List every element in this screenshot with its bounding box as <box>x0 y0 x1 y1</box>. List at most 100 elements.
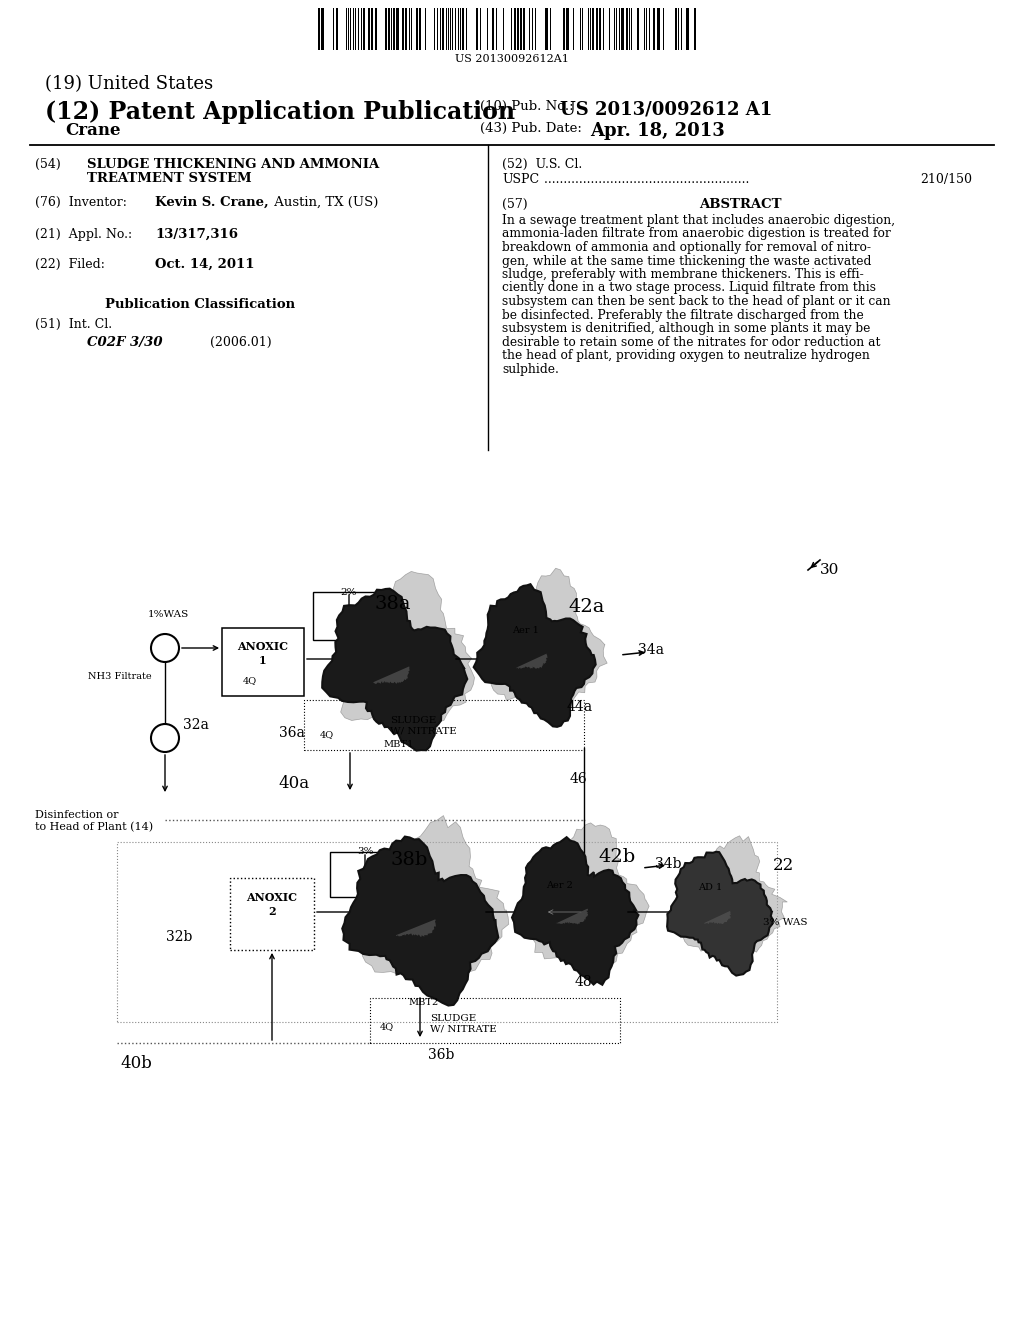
Text: subsystem can then be sent back to the head of plant or it can: subsystem can then be sent back to the h… <box>502 294 891 308</box>
Text: 44a: 44a <box>567 700 593 714</box>
Polygon shape <box>555 908 588 924</box>
Text: Crane: Crane <box>65 121 121 139</box>
Text: B: B <box>160 642 170 655</box>
Text: 4Q: 4Q <box>319 730 334 739</box>
Text: Oct. 14, 2011: Oct. 14, 2011 <box>155 257 255 271</box>
Text: (57): (57) <box>502 198 527 211</box>
Bar <box>545 8 548 50</box>
Text: 1: 1 <box>259 655 267 667</box>
Polygon shape <box>512 837 638 985</box>
Text: 34a: 34a <box>638 643 664 657</box>
Text: breakdown of ammonia and optionally for removal of nitro-: breakdown of ammonia and optionally for … <box>502 242 871 253</box>
Polygon shape <box>703 911 731 924</box>
Text: 13/317,316: 13/317,316 <box>155 228 238 242</box>
Text: 42b: 42b <box>598 847 635 866</box>
Text: W/ NITRATE: W/ NITRATE <box>430 1026 497 1034</box>
Text: (43) Pub. Date:: (43) Pub. Date: <box>480 121 582 135</box>
Bar <box>371 8 373 50</box>
Bar <box>385 8 387 50</box>
Text: US 2013/0092612 A1: US 2013/0092612 A1 <box>560 100 772 117</box>
Bar <box>393 8 395 50</box>
Text: ANOXIC: ANOXIC <box>238 642 289 652</box>
Bar <box>653 8 655 50</box>
Polygon shape <box>339 572 474 730</box>
Text: Aer 2: Aer 2 <box>547 880 573 890</box>
Text: (2006.01): (2006.01) <box>210 337 271 348</box>
Text: 3% WAS: 3% WAS <box>763 917 808 927</box>
Text: gen, while at the same time thickening the waste activated: gen, while at the same time thickening t… <box>502 255 871 268</box>
Text: 22: 22 <box>773 857 795 874</box>
Text: (21)  Appl. No.:: (21) Appl. No.: <box>35 228 132 242</box>
Bar <box>318 8 319 50</box>
Polygon shape <box>396 919 437 937</box>
Text: 38a: 38a <box>375 595 412 612</box>
Bar <box>492 8 494 50</box>
Bar <box>416 8 418 50</box>
Bar <box>476 8 478 50</box>
Text: Publication Classification: Publication Classification <box>104 298 295 312</box>
Bar <box>563 8 565 50</box>
Text: 2: 2 <box>268 906 275 917</box>
Bar <box>517 8 519 50</box>
Polygon shape <box>358 816 509 987</box>
Text: MBT2: MBT2 <box>408 998 438 1007</box>
Text: ammonia-laden filtrate from anaerobic digestion is treated for: ammonia-laden filtrate from anaerobic di… <box>502 227 891 240</box>
Text: be disinfected. Preferably the filtrate discharged from the: be disinfected. Preferably the filtrate … <box>502 309 864 322</box>
Text: SLUDGE: SLUDGE <box>390 715 436 725</box>
Text: 40a: 40a <box>278 775 309 792</box>
Bar <box>657 8 660 50</box>
Polygon shape <box>532 822 649 965</box>
Text: (22)  Filed:: (22) Filed: <box>35 257 104 271</box>
Text: Apr. 18, 2013: Apr. 18, 2013 <box>590 121 725 140</box>
Bar <box>637 8 639 50</box>
Polygon shape <box>681 836 787 960</box>
Text: 42a: 42a <box>568 598 604 616</box>
Bar <box>675 8 677 50</box>
Text: 46: 46 <box>570 772 588 785</box>
Text: (12) Patent Application Publication: (12) Patent Application Publication <box>45 100 515 124</box>
Bar <box>406 8 407 50</box>
Text: 34b: 34b <box>655 857 682 871</box>
Bar <box>566 8 569 50</box>
Bar <box>520 8 522 50</box>
Text: ciently done in a two stage process. Liquid filtrate from this: ciently done in a two stage process. Liq… <box>502 281 876 294</box>
Text: Aer 1: Aer 1 <box>512 626 539 635</box>
Bar <box>514 8 516 50</box>
Bar <box>396 8 399 50</box>
Text: AD 1: AD 1 <box>698 883 722 892</box>
Bar <box>230 878 314 950</box>
Text: .....................................................: ........................................… <box>540 173 750 186</box>
Text: (19) United States: (19) United States <box>45 75 213 92</box>
Bar <box>442 8 444 50</box>
Bar <box>368 8 370 50</box>
Bar <box>523 8 525 50</box>
Text: 36b: 36b <box>428 1048 455 1063</box>
Bar <box>313 591 385 640</box>
Text: 36a: 36a <box>279 726 305 741</box>
Bar <box>621 8 624 50</box>
Text: 210/150: 210/150 <box>920 173 972 186</box>
Text: 2%: 2% <box>341 587 357 597</box>
Bar <box>370 998 620 1043</box>
Bar <box>686 8 689 50</box>
Text: C02F 3/30: C02F 3/30 <box>87 337 163 348</box>
Bar <box>592 8 594 50</box>
Text: Disinfection or: Disinfection or <box>35 810 119 820</box>
Text: Austin, TX (US): Austin, TX (US) <box>270 195 379 209</box>
Bar <box>117 842 777 1022</box>
Polygon shape <box>342 837 499 1006</box>
Text: desirable to retain some of the nitrates for odor reduction at: desirable to retain some of the nitrates… <box>502 335 881 348</box>
Circle shape <box>151 634 179 663</box>
Polygon shape <box>667 851 773 975</box>
Text: 32a: 32a <box>183 718 209 733</box>
Text: A: A <box>160 731 170 744</box>
Text: TREATMENT SYSTEM: TREATMENT SYSTEM <box>87 172 252 185</box>
Text: (10) Pub. No.:: (10) Pub. No.: <box>480 100 573 114</box>
Text: ANOXIC: ANOXIC <box>247 892 298 903</box>
Text: (52)  U.S. Cl.: (52) U.S. Cl. <box>502 158 583 172</box>
Text: SLUDGE: SLUDGE <box>430 1014 476 1023</box>
Bar <box>321 8 324 50</box>
Text: In a sewage treatment plant that includes anaerobic digestion,: In a sewage treatment plant that include… <box>502 214 895 227</box>
Text: 1%WAS: 1%WAS <box>148 610 189 619</box>
Text: 40b: 40b <box>120 1055 152 1072</box>
